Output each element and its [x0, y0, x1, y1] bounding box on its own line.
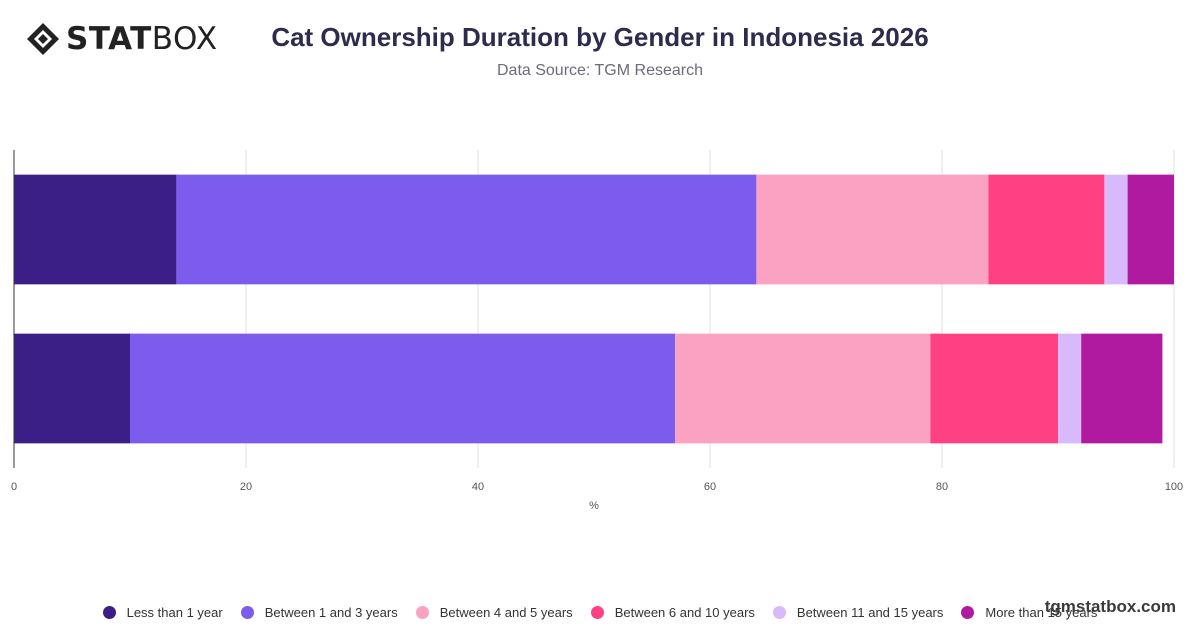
legend-label: More than 15 years [985, 604, 1098, 620]
logo-wordmark: STATBOX [66, 22, 218, 56]
stacked-bar-chart: 0 20 40 60 80 100% [11, 150, 1183, 512]
bar-segment [988, 174, 1105, 285]
x-axis-label: % [589, 500, 599, 512]
legend-label: Between 1 and 3 years [264, 604, 398, 620]
x-tick-label: 100 [1165, 481, 1183, 493]
x-tick-label: 60 [704, 481, 716, 493]
x-tick-label: 20 [240, 481, 252, 493]
chart-legend: Less than 1 year Between 1 and 3 years Bet… [0, 602, 1200, 622]
legend-item[interactable]: Less than 1 year [102, 604, 223, 620]
legend-swatch [240, 605, 254, 619]
x-tick-label: 80 [936, 481, 948, 493]
bar-segment [1058, 333, 1082, 444]
legend-item[interactable]: Between 4 and 5 years [415, 604, 573, 620]
bar-segment [1127, 174, 1174, 285]
legend-item[interactable]: Between 1 and 3 years [240, 604, 398, 620]
bar-segment [14, 333, 130, 444]
bar-segment [930, 333, 1058, 444]
legend-label: Less than 1 year [126, 604, 223, 620]
legend-label: Between 4 and 5 years [439, 604, 573, 620]
statbox-logo: STATBOX [26, 22, 218, 56]
bar-segment [176, 174, 757, 285]
statbox-diamond-icon [27, 23, 59, 55]
chart-title: Cat Ownership Duration by Gender in Indo… [271, 22, 929, 52]
legend-swatch [961, 605, 975, 619]
bar-segment [14, 174, 177, 285]
x-tick-label: 0 [11, 481, 17, 493]
legend-swatch [415, 605, 429, 619]
legend-swatch [102, 605, 116, 619]
legend-swatch [772, 605, 786, 619]
legend-label: Between 11 and 15 years [796, 604, 944, 620]
legend-swatch [590, 605, 604, 619]
legend-item[interactable]: More than 15 years [961, 605, 1097, 620]
logo-wordmark-light: BOX [151, 21, 218, 57]
bar-segment [1104, 174, 1128, 285]
bar-segment [130, 333, 676, 444]
legend-item[interactable]: Between 11 and 15 years [772, 604, 944, 620]
x-tick-label: 40 [472, 481, 484, 493]
bar-segment [675, 333, 931, 444]
legend-item[interactable]: Between 6 and 10 years [590, 604, 755, 620]
legend-label: Between 6 and 10 years [614, 604, 755, 620]
watermark: tgmstatbox.com [1044, 597, 1176, 616]
chart-subtitle: Data Source: TGM Research [496, 62, 703, 79]
bar-segment [756, 174, 989, 285]
logo-wordmark-bold: STAT [66, 21, 152, 57]
bar-segment [1081, 333, 1163, 444]
